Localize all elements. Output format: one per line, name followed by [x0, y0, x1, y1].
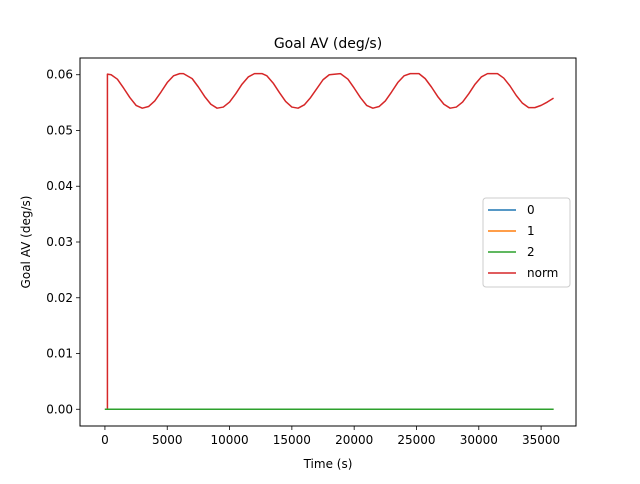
x-tick-label: 5000: [152, 433, 183, 447]
plot-area: [104, 72, 554, 411]
legend-label-2: 2: [527, 245, 535, 259]
x-axis: 0 5000 10000 15000 20000 25000 30000 35000: [101, 426, 560, 447]
chart-title: Goal AV (deg/s): [274, 36, 382, 52]
y-tick-label: 0.03: [46, 235, 73, 249]
y-tick-label: 0.02: [46, 291, 73, 305]
x-tick-label: 30000: [460, 433, 498, 447]
legend: 0 1 2 norm: [482, 197, 571, 288]
x-tick-label: 10000: [210, 433, 248, 447]
x-tick-label: 0: [101, 433, 109, 447]
y-tick-label: 0.04: [46, 179, 73, 193]
x-tick-label: 25000: [397, 433, 435, 447]
legend-label-norm: norm: [527, 266, 558, 280]
y-tick-label: 0.00: [46, 402, 73, 416]
x-axis-label: Time (s): [303, 457, 353, 471]
y-tick-label: 0.05: [46, 123, 73, 137]
y-axis: 0.00 0.01 0.02 0.03 0.04 0.05 0.06: [46, 68, 80, 416]
legend-label-1: 1: [527, 224, 535, 238]
y-tick-label: 0.01: [46, 347, 73, 361]
x-tick-label: 15000: [273, 433, 311, 447]
series-line-norm: [104, 72, 554, 411]
y-tick-label: 0.06: [46, 68, 73, 82]
legend-box: [482, 197, 571, 288]
legend-label-0: 0: [527, 203, 535, 217]
x-tick-label: 20000: [335, 433, 373, 447]
x-tick-label: 35000: [522, 433, 560, 447]
y-axis-label: Goal AV (deg/s): [19, 196, 33, 289]
